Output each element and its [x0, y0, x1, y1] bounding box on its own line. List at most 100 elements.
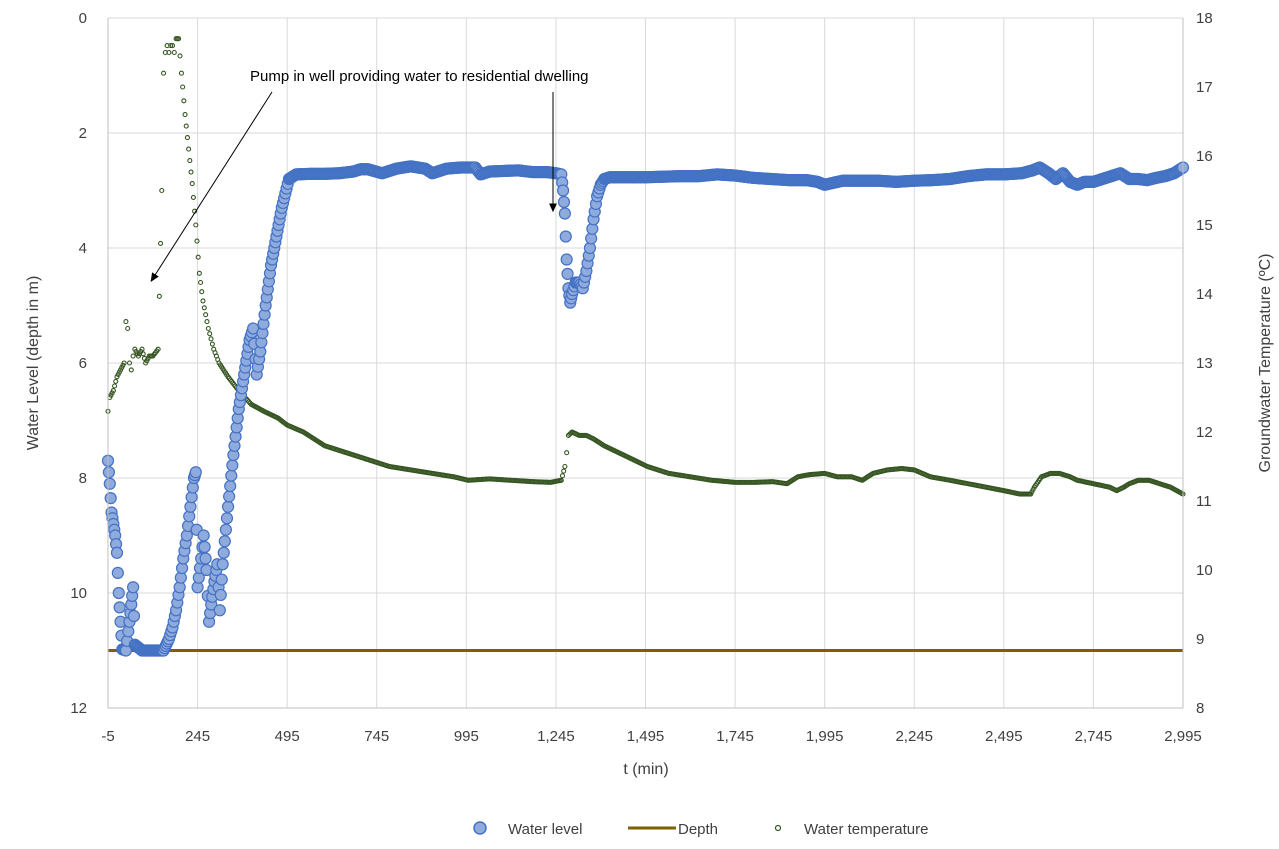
water-level-point	[556, 184, 570, 197]
water-temperature-point	[190, 194, 196, 200]
water-temperature-point	[110, 388, 116, 394]
water-level-point	[102, 466, 115, 479]
water-level-point	[216, 558, 229, 571]
water-temperature-point	[564, 450, 570, 456]
water-level-point	[561, 267, 574, 280]
water-level-point	[113, 601, 126, 614]
water-temperature-point	[160, 70, 167, 76]
water-temperature-point	[195, 254, 201, 260]
water-temperature-point	[561, 468, 567, 474]
y-right-tick-label: 11	[1196, 493, 1212, 510]
x-tick-label: 2,995	[1164, 728, 1202, 745]
annotation-arrow-1	[150, 91, 273, 282]
y-right-tick-label: 10	[1196, 562, 1213, 579]
water-temperature-point	[208, 336, 214, 342]
water-temperature-point	[176, 36, 182, 42]
water-temperature-point	[121, 360, 127, 366]
x-tick-label: -5	[101, 728, 114, 745]
water-temperature-series	[105, 36, 1186, 497]
legend-water-level-label: Water level	[508, 821, 582, 838]
water-level-point	[220, 512, 234, 525]
water-level-point	[111, 566, 124, 579]
water-temperature-point	[189, 181, 195, 187]
water-temperature-point	[180, 84, 186, 90]
x-tick-label: 995	[454, 728, 479, 745]
legend: Water level Depth Water temperature	[473, 821, 929, 838]
y-right-tick-label: 16	[1196, 148, 1213, 165]
water-level-point	[557, 195, 571, 209]
water-temperature-point	[201, 305, 207, 311]
legend-water-temperature-label: Water temperature	[804, 821, 929, 838]
x-tick-label: 2,495	[985, 728, 1023, 745]
water-temperature-point	[140, 351, 146, 357]
water-temperature-point	[193, 222, 199, 228]
water-temperature-point	[156, 293, 162, 299]
water-temperature-point	[559, 473, 566, 479]
x-tick-label: 1,495	[627, 728, 665, 745]
gridlines	[107, 17, 1184, 709]
legend-water-temperature-marker	[774, 824, 782, 832]
y-right-tick-label: 15	[1196, 217, 1213, 234]
water-level-point	[189, 466, 202, 479]
water-temperature-point	[182, 112, 188, 118]
water-level-point	[213, 604, 226, 617]
y-axis-left-title: Water Level (depth in m)	[25, 276, 42, 451]
water-temperature-point	[198, 279, 204, 286]
pump-annotation: Pump in well providing water to resident…	[150, 68, 589, 282]
water-level-point	[112, 586, 125, 600]
water-temperature-point	[558, 477, 564, 483]
water-temperature-point	[168, 43, 174, 49]
y-right-tick-label: 13	[1196, 355, 1213, 372]
y-right-tick-label: 9	[1196, 631, 1204, 648]
water-level-point	[103, 477, 116, 490]
water-temperature-point	[177, 53, 183, 59]
y-left-tick-label: 6	[79, 355, 87, 372]
water-temperature-point	[562, 463, 568, 470]
water-level-point	[559, 230, 572, 243]
water-level-point	[198, 540, 211, 554]
water-level-point	[110, 546, 124, 559]
x-tick-label: 1,995	[806, 728, 844, 745]
x-tick-label: 745	[364, 728, 389, 745]
water-temperature-point	[139, 346, 145, 352]
water-temperature-point	[186, 146, 192, 152]
water-level-point	[215, 573, 228, 586]
y-right-tick-label: 14	[1196, 286, 1213, 303]
water-temperature-point	[183, 123, 189, 129]
water-temperature-point	[204, 319, 210, 325]
water-temperature-point	[171, 49, 177, 56]
y-right-tick-label: 18	[1196, 10, 1213, 27]
water-level-point	[225, 469, 238, 482]
water-level-series	[101, 160, 1190, 657]
water-level-point	[214, 588, 227, 602]
water-temperature-point	[203, 312, 209, 318]
water-temperature-point	[209, 341, 215, 347]
y-left-tick-label: 0	[79, 10, 87, 27]
legend-depth-label: Depth	[678, 821, 718, 838]
water-temperature-point	[187, 158, 193, 164]
axes	[107, 18, 1184, 709]
left-axis-ticks: 0 2 4 6 8 10 12	[70, 10, 87, 717]
y-right-tick-label: 17	[1196, 79, 1213, 96]
water-level-point	[104, 492, 117, 505]
x-axis-title: t (min)	[623, 761, 668, 778]
water-temperature-point	[169, 43, 176, 49]
water-temperature-point	[113, 378, 119, 384]
y-left-tick-label: 10	[70, 585, 87, 602]
water-temperature-point	[207, 331, 213, 337]
y-axis-right-title: Groundwater Temperature (ºC)	[1257, 254, 1274, 473]
water-temperature-point	[128, 367, 134, 373]
right-axis-ticks: 8 9 10 11 12 13 14 15 16 17 18	[1196, 10, 1213, 717]
water-temperature-point	[178, 70, 185, 76]
water-level-point	[127, 609, 141, 623]
y-left-tick-label: 4	[79, 240, 87, 257]
water-level-point	[226, 459, 239, 472]
y-left-tick-label: 8	[79, 470, 87, 487]
annotation-text: Pump in well providing water to resident…	[250, 68, 589, 85]
water-temperature-point	[158, 240, 164, 246]
water-temperature-point	[112, 383, 118, 389]
water-temperature-point	[200, 298, 206, 304]
water-temperature-point	[184, 135, 190, 141]
water-level-point	[221, 500, 235, 513]
